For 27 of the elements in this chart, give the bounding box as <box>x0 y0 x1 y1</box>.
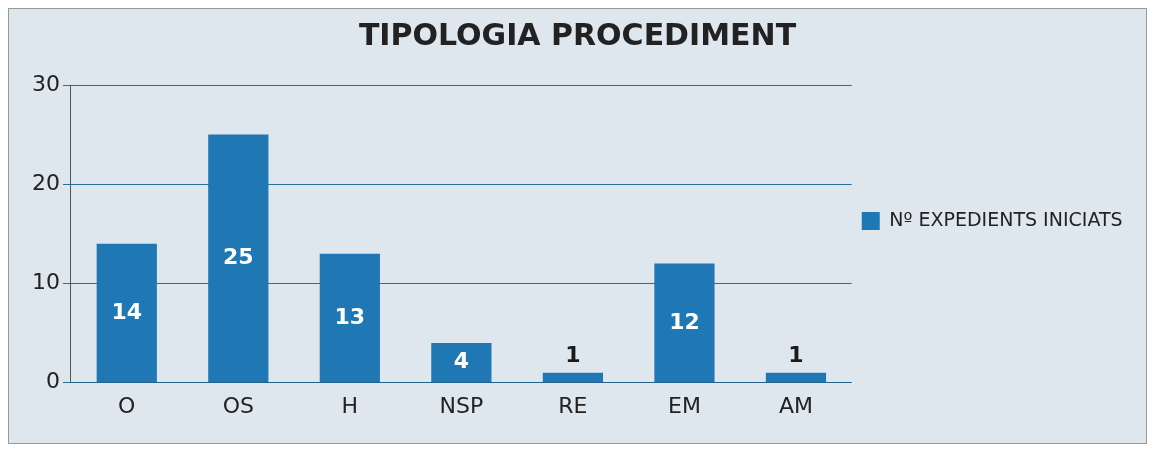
legend-label: Nº EXPEDIENTS INICIATS <box>889 207 1123 230</box>
bar <box>208 134 269 383</box>
bar <box>542 372 604 383</box>
y-tick-label: 0 <box>45 368 60 394</box>
x-tick-label: OS <box>222 392 254 418</box>
bar <box>96 243 157 383</box>
bar <box>431 342 492 383</box>
bar <box>319 253 380 383</box>
y-tick-label: 10 <box>31 269 60 295</box>
x-tick-label: AM <box>778 392 813 418</box>
x-tick-label: NSP <box>439 392 484 418</box>
bar <box>765 372 827 383</box>
x-tick-label: O <box>118 392 136 418</box>
data-label: 14 <box>111 298 143 324</box>
y-tick-label: 30 <box>31 70 60 96</box>
data-label: 25 <box>222 244 254 270</box>
data-label: 1 <box>788 342 804 368</box>
data-label: 12 <box>669 308 700 334</box>
x-tick-label: H <box>341 392 359 418</box>
data-label: 4 <box>453 348 470 374</box>
x-tick-label: RE <box>558 392 588 418</box>
data-label: 13 <box>334 303 366 329</box>
bar <box>654 263 715 383</box>
data-label: 1 <box>565 342 581 368</box>
y-tick-label: 20 <box>31 169 60 195</box>
chart-title: TIPOLOGIA PROCEDIMENT <box>358 16 797 52</box>
x-tick-label: EM <box>668 392 701 418</box>
